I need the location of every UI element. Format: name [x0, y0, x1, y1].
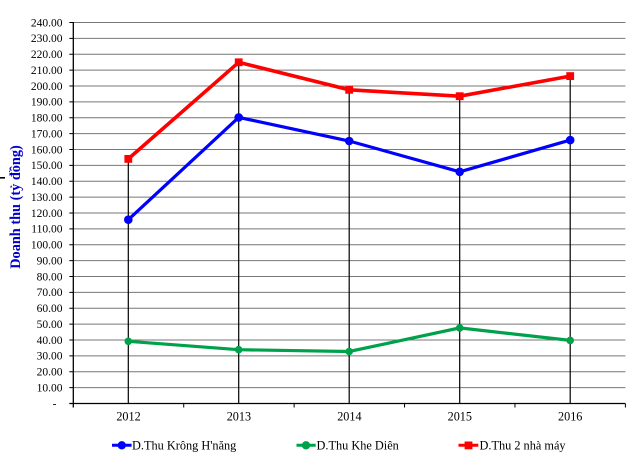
svg-text:2015: 2015	[448, 410, 472, 424]
svg-text:2016: 2016	[558, 410, 582, 424]
svg-text:220.00: 220.00	[31, 49, 63, 61]
svg-text:30.00: 30.00	[37, 351, 63, 363]
svg-text:-: -	[53, 398, 57, 410]
svg-text:D.Thu 2 nhà máy: D.Thu 2 nhà máy	[480, 439, 567, 453]
svg-text:10.00: 10.00	[37, 382, 63, 394]
svg-text:200.00: 200.00	[31, 81, 63, 93]
svg-text:170.00: 170.00	[31, 129, 63, 141]
svg-text:160.00: 160.00	[31, 144, 63, 156]
svg-text:180.00: 180.00	[31, 113, 63, 125]
svg-text:240.00: 240.00	[31, 17, 63, 29]
svg-text:2012: 2012	[116, 410, 140, 424]
svg-text:90.00: 90.00	[37, 255, 63, 267]
svg-text:2014: 2014	[337, 410, 361, 424]
svg-text:150.00: 150.00	[31, 160, 63, 172]
svg-text:100.00: 100.00	[31, 240, 63, 252]
svg-text:40.00: 40.00	[37, 335, 63, 347]
svg-text:50.00: 50.00	[37, 319, 63, 331]
svg-text:60.00: 60.00	[37, 303, 63, 315]
svg-text:190.00: 190.00	[31, 97, 63, 109]
svg-text:140.00: 140.00	[31, 176, 63, 188]
svg-text:130.00: 130.00	[31, 192, 63, 204]
svg-text:210.00: 210.00	[31, 65, 63, 77]
svg-text:Doanh thu (tỷ đồng): Doanh thu (tỷ đồng)	[8, 145, 24, 269]
svg-text:110.00: 110.00	[31, 224, 62, 236]
svg-text:80.00: 80.00	[37, 271, 63, 283]
svg-text:D.Thu Khe Diên: D.Thu Khe Diên	[317, 439, 399, 453]
svg-text:120.00: 120.00	[31, 208, 63, 220]
svg-text:230.00: 230.00	[31, 33, 63, 45]
svg-text:2013: 2013	[227, 410, 251, 424]
svg-text:70.00: 70.00	[37, 287, 63, 299]
svg-text:D.Thu Krông H'năng: D.Thu Krông H'năng	[132, 439, 236, 453]
svg-text:20.00: 20.00	[37, 367, 63, 379]
